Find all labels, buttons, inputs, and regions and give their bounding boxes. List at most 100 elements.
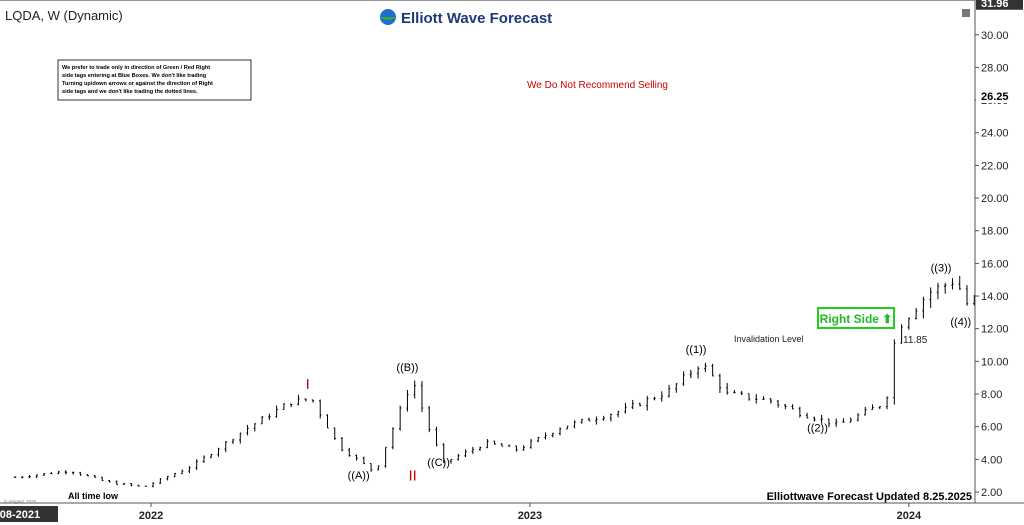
- candle: [471, 446, 475, 454]
- candle: [71, 471, 75, 475]
- candle: [813, 416, 816, 422]
- candle: [108, 479, 111, 483]
- candle: [943, 282, 947, 294]
- candle: [624, 402, 627, 414]
- price-axis-panel: [975, 0, 1024, 503]
- candle: [675, 383, 678, 393]
- symbol-title: LQDA, W (Dynamic): [5, 8, 123, 23]
- candle: [435, 426, 438, 447]
- candle: [173, 472, 177, 478]
- price-tick-label: 18.00: [981, 226, 1009, 238]
- candle: [195, 459, 198, 471]
- candle: [784, 404, 787, 410]
- candle: [682, 371, 685, 386]
- candle: [711, 363, 714, 377]
- wave-label: ((3)): [931, 263, 952, 275]
- price-tick-label: 8.00: [981, 389, 1002, 401]
- note-line-3: Turning up/down arrows or against the di…: [62, 81, 213, 87]
- candle: [827, 418, 831, 428]
- candle: [864, 406, 867, 416]
- candle: [115, 480, 118, 485]
- candle: [849, 417, 852, 423]
- candle: [762, 396, 765, 400]
- candle: [878, 406, 881, 410]
- candle: [602, 415, 605, 421]
- note-line-4: side tags and we don't like trading the …: [62, 89, 198, 95]
- candle: [340, 437, 344, 452]
- candle: [914, 308, 918, 320]
- candle: [159, 478, 162, 485]
- candle: [689, 369, 693, 379]
- candle: [529, 438, 533, 449]
- candle: [260, 416, 264, 425]
- invalidation-value: 11.85: [903, 335, 928, 346]
- candle: [297, 394, 300, 406]
- candle: [834, 418, 838, 427]
- candle: [733, 390, 736, 394]
- price-axis: 2.00 4.00 6.00 8.00 10.00 12.00 14.00 16.00 18.0…: [975, 0, 1023, 499]
- candle: [493, 440, 496, 445]
- candle: [326, 414, 329, 429]
- candle: [28, 474, 31, 479]
- all-time-low-label: All time low: [68, 491, 119, 501]
- candle: [64, 469, 68, 475]
- wave-label: ((B)): [396, 362, 418, 374]
- candle: [384, 446, 387, 468]
- candle: [282, 403, 286, 410]
- price-tick-label: 10.00: [981, 356, 1009, 368]
- candle: [348, 447, 351, 457]
- brand-logo: Elliott Wave Forecast: [380, 9, 552, 27]
- right-side-tag: [817, 307, 895, 329]
- candle: [355, 454, 358, 461]
- candle: [122, 482, 126, 485]
- candle: [101, 476, 104, 482]
- candle: [420, 381, 424, 413]
- candle: [210, 453, 213, 459]
- start-date-label: 23-08-2021: [0, 509, 40, 521]
- top-price-box: [976, 0, 1023, 10]
- candle: [885, 396, 889, 410]
- price-tick-label: 12.00: [981, 324, 1009, 336]
- candle: [965, 285, 969, 306]
- candle: [362, 456, 366, 465]
- candle: [507, 444, 511, 447]
- candle: [653, 396, 656, 401]
- time-tick-label: 2023: [518, 510, 542, 522]
- candle: [820, 414, 823, 424]
- candle: [704, 362, 707, 372]
- candle: [609, 413, 613, 422]
- settings-icon[interactable]: [962, 9, 970, 17]
- candle: [180, 469, 184, 475]
- candle: [79, 471, 82, 476]
- candle: [616, 410, 620, 418]
- candle: [580, 418, 584, 424]
- candle: [428, 406, 431, 433]
- invalidation-label: Invalidation Level: [734, 334, 804, 344]
- candle: [478, 446, 482, 451]
- candle: [239, 432, 242, 444]
- candle: [900, 324, 903, 344]
- candle: [151, 482, 155, 488]
- note-box: [57, 59, 252, 101]
- candle: [166, 475, 169, 481]
- candle: [747, 393, 751, 401]
- candle: [42, 472, 46, 476]
- candle: [93, 474, 97, 478]
- wave-label: ((A)): [348, 470, 370, 482]
- wave-label: ((2)): [807, 423, 828, 435]
- wave-label: ((C)): [427, 457, 450, 469]
- candle: [369, 463, 373, 472]
- warning-text: We Do Not Recommend Selling: [527, 80, 668, 91]
- candle: [660, 391, 663, 402]
- candle: [224, 441, 227, 453]
- candle: [57, 470, 60, 475]
- candle: [231, 438, 235, 444]
- candle: [638, 402, 642, 407]
- candle: [86, 474, 89, 477]
- time-axis: 23-08-20212022202320242025: [0, 503, 922, 522]
- candle: [587, 417, 591, 422]
- price-tick-label: 22.00: [981, 160, 1009, 172]
- price-tick-label: 2.00: [981, 487, 1002, 499]
- candle: [188, 466, 191, 474]
